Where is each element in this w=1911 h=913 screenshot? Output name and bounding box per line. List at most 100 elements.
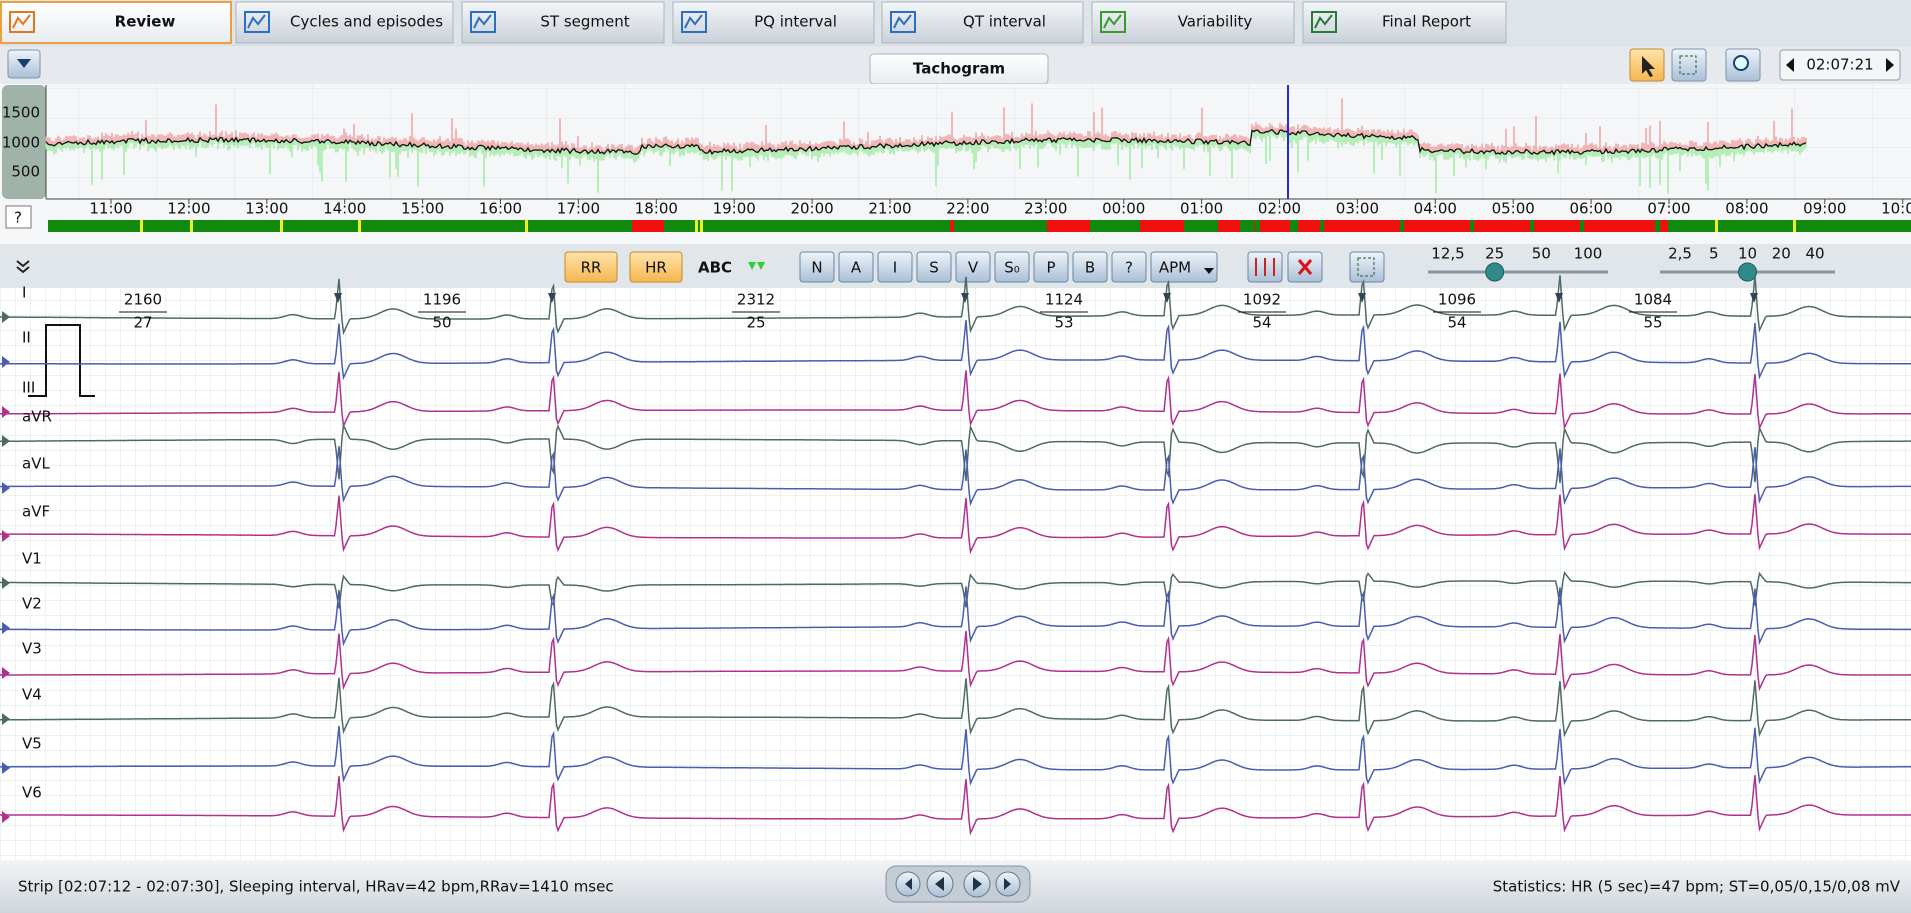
beat-button-label: N [811,259,822,277]
collapse-icon [17,59,31,68]
beat-marker [548,293,556,303]
range-tool[interactable] [1671,48,1707,82]
time-box[interactable] [1779,49,1901,81]
beat-button-label: APM [1159,259,1191,277]
tab-label: Review [115,13,176,31]
lead-label: I [22,284,26,302]
abc-toggle[interactable]: ABC [698,259,732,277]
select-area-tool[interactable] [1349,251,1385,283]
tab-icon-glyph [684,14,703,29]
tacho-x-tick-label: 10:00 [1881,200,1911,218]
tab-icon [244,11,270,33]
tab[interactable] [235,1,454,44]
tacho-x-tick-label: 09:00 [1803,200,1846,218]
strip-episode [1255,220,1290,232]
beat-marker [961,293,969,303]
beat-button-label: S [929,259,939,277]
lead-label: III [22,379,35,397]
tacho-x-tick-label: 08:00 [1725,200,1768,218]
strip-mark [140,220,143,232]
expand-icon[interactable] [16,260,30,274]
tacho-x-tick-label: 04:00 [1414,200,1457,218]
lead-trace [0,370,1911,431]
current-time: 02:07:21 [1806,56,1873,74]
beat-button[interactable] [877,251,913,283]
heart-rate: 54 [1447,314,1466,332]
beat-button[interactable] [916,251,952,283]
rate-button[interactable] [629,251,683,283]
color-toggle[interactable] [748,262,765,270]
beat-button[interactable] [1033,251,1069,283]
lead-label: II [22,329,31,347]
tacho-y-tick-label: 1000 [2,134,40,152]
lead-marker [2,356,10,368]
beat-button[interactable] [838,251,874,283]
beat-button-label: S₀ [1004,259,1020,277]
strip-mark [280,220,283,232]
strip-mark [525,220,528,232]
lead-marker [2,482,10,494]
slider-knob[interactable] [1485,262,1505,282]
beat-button[interactable] [799,251,835,283]
strip-episode [1047,220,1090,232]
strip-mark [1530,220,1534,232]
strip-mark [190,220,193,232]
tacho-trace: 1500 1000 500 11:00 12:00 13:00 14:00 15:00 16:0… [2,98,1911,218]
beat-marker [1750,293,1758,303]
lead-marker [2,811,10,823]
slider-knob[interactable] [1738,262,1757,282]
tacho-mean [45,128,1807,156]
rate-button[interactable] [564,251,618,283]
beat-button[interactable] [1072,251,1108,283]
rr-interval: 1092 [1243,291,1281,309]
slider-label: 25 [1485,245,1504,263]
tab-icon-glyph [1103,14,1122,29]
status-right: Statistics: HR (5 sec)=47 bpm; ST=0,05/0… [1493,878,1901,896]
tacho-x-tick-label: 20:00 [790,200,833,218]
tacho-x-tick-label: 15:00 [401,200,444,218]
ecg-traces: IIIIIIaVRaVLaVFV1V2V3V4V5V62160271196502… [0,275,1911,836]
strip-mark [1580,220,1584,232]
range-icon [1679,55,1697,75]
rr-interval: 1096 [1438,291,1476,309]
slider-label: 5 [1709,245,1719,263]
tab-bar: Review Cycles and episodes ST segment PQ in… [0,0,1911,45]
beat-button[interactable] [1150,251,1218,283]
tacho-x-tick-label: 19:00 [713,200,756,218]
beat-button-label: ? [1125,259,1133,277]
tab-icon-glyph [473,14,492,29]
rr-interval: 2312 [737,291,775,309]
strip-mark [700,220,703,232]
lead-marker [2,406,10,418]
heart-rate: 53 [1054,314,1073,332]
calibration-pulse [28,324,95,397]
beat-button[interactable] [994,251,1030,283]
strip-mark [1470,220,1474,232]
tab-icon [470,11,496,33]
tacho-x-tick-label: 11:00 [89,200,132,218]
tacho-x-tick-label: 00:00 [1102,200,1145,218]
beat-button[interactable] [1111,251,1147,283]
beat-button[interactable] [955,251,991,283]
tacho-x-tick-label: 06:00 [1569,200,1612,218]
lead-marker [2,762,10,774]
lead-label: V4 [22,686,42,704]
strip-episode [950,220,954,232]
lead-trace [0,422,1911,483]
beat-button-label: A [851,259,862,277]
lead-trace [0,320,1911,381]
lead-trace [0,586,1911,647]
tab[interactable] [0,1,232,44]
beat-button-label: I [893,259,897,277]
tab-label: Variability [1178,13,1253,31]
slider-label: 12,5 [1431,245,1464,263]
slider-label: 10 [1738,245,1757,263]
help-button[interactable] [5,205,32,229]
rr-interval: 1084 [1634,291,1672,309]
lead-marker [2,713,10,725]
tab-icon [9,11,35,33]
heart-rate: 54 [1252,314,1271,332]
rr-interval: 2160 [124,291,162,309]
help-label: ? [14,209,22,227]
slider-label: 50 [1532,245,1551,263]
